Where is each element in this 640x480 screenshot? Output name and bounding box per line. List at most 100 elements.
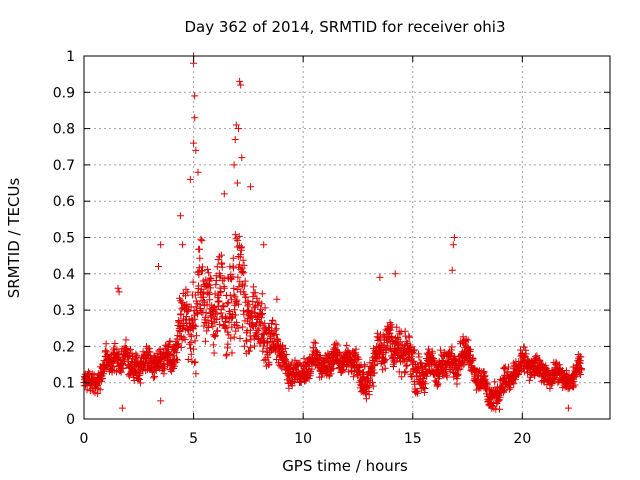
data-point [511, 375, 519, 383]
data-point [217, 288, 225, 295]
data-point [211, 332, 219, 340]
data-point [258, 290, 266, 298]
data-point [334, 341, 342, 349]
data-point [150, 374, 158, 382]
data-point [214, 256, 222, 264]
data-point [216, 320, 224, 328]
data-point [256, 318, 264, 326]
data-point [395, 368, 403, 376]
data-point [443, 371, 450, 379]
data-point [235, 300, 242, 308]
data-point [179, 241, 187, 249]
y-tick-label: 0 [66, 412, 75, 428]
data-point [231, 231, 239, 239]
data-point [520, 343, 528, 351]
data-point [238, 154, 246, 162]
data-point [231, 136, 239, 143]
data-point [272, 325, 280, 333]
y-tick-label: 0.7 [53, 158, 75, 174]
data-point [202, 309, 210, 317]
data-point [410, 347, 418, 355]
data-point [405, 333, 413, 341]
data-point [260, 356, 268, 364]
data-point [572, 373, 580, 381]
data-point [212, 281, 220, 289]
data-point [393, 323, 401, 331]
data-point [186, 175, 194, 183]
data-point [296, 359, 304, 367]
data-point [196, 254, 204, 262]
data-point [220, 190, 228, 198]
data-point [218, 263, 226, 271]
data-point [402, 362, 410, 370]
data-point [241, 282, 249, 290]
data-point [243, 337, 251, 345]
data-point [430, 355, 437, 362]
data-point [578, 366, 585, 374]
data-point [210, 349, 218, 357]
data-point [198, 237, 206, 245]
y-tick-label: 0.9 [53, 85, 75, 101]
data-point [401, 369, 408, 377]
y-tick-label: 1 [66, 49, 75, 65]
data-point [192, 370, 200, 378]
data-point [119, 365, 127, 372]
y-tick-label: 0.5 [53, 231, 75, 247]
data-point [469, 355, 477, 363]
data-point [522, 350, 530, 358]
data-point [223, 350, 231, 358]
data-point [173, 349, 181, 357]
data-point [259, 310, 266, 317]
data-point [201, 337, 209, 345]
data-point [207, 313, 215, 321]
data-point [204, 324, 212, 331]
data-point [259, 347, 267, 355]
data-point [232, 311, 239, 319]
data-point [215, 297, 223, 305]
data-point [260, 241, 268, 249]
data-point [206, 296, 214, 304]
data-point [436, 373, 443, 380]
data-point [398, 351, 406, 359]
data-point [245, 347, 253, 355]
data-point [193, 332, 200, 340]
chart-title: Day 362 of 2014, SRMTID for receiver ohi… [184, 18, 505, 36]
data-point [194, 168, 202, 176]
x-axis-label: GPS time / hours [282, 457, 408, 475]
data-point [332, 339, 340, 347]
data-point [230, 284, 238, 292]
data-point [448, 343, 456, 351]
data-point [246, 326, 254, 334]
data-point [111, 340, 119, 347]
data-point [265, 360, 273, 368]
data-point [157, 241, 165, 249]
data-point [352, 345, 360, 353]
data-point [369, 366, 377, 374]
data-point [133, 352, 141, 360]
y-tick-label: 0.4 [53, 267, 75, 283]
data-point [117, 368, 125, 376]
data-point [247, 336, 255, 344]
data-point [571, 381, 579, 389]
data-point [381, 364, 389, 372]
data-point [234, 237, 242, 245]
data-point [209, 341, 217, 349]
data-point [204, 265, 212, 273]
data-point [230, 264, 237, 272]
data-point [175, 318, 183, 326]
data-point [177, 311, 185, 319]
data-point [118, 404, 126, 412]
data-point [227, 334, 235, 342]
data-point [135, 375, 142, 382]
data-point [407, 343, 415, 351]
data-point [96, 386, 104, 394]
data-point [192, 303, 200, 311]
data-point [233, 179, 241, 187]
data-point [192, 146, 200, 154]
data-point [391, 358, 398, 366]
data-point [186, 331, 194, 339]
data-point [222, 324, 230, 332]
data-point [251, 342, 258, 350]
data-point [114, 284, 122, 292]
data-point [490, 404, 498, 412]
